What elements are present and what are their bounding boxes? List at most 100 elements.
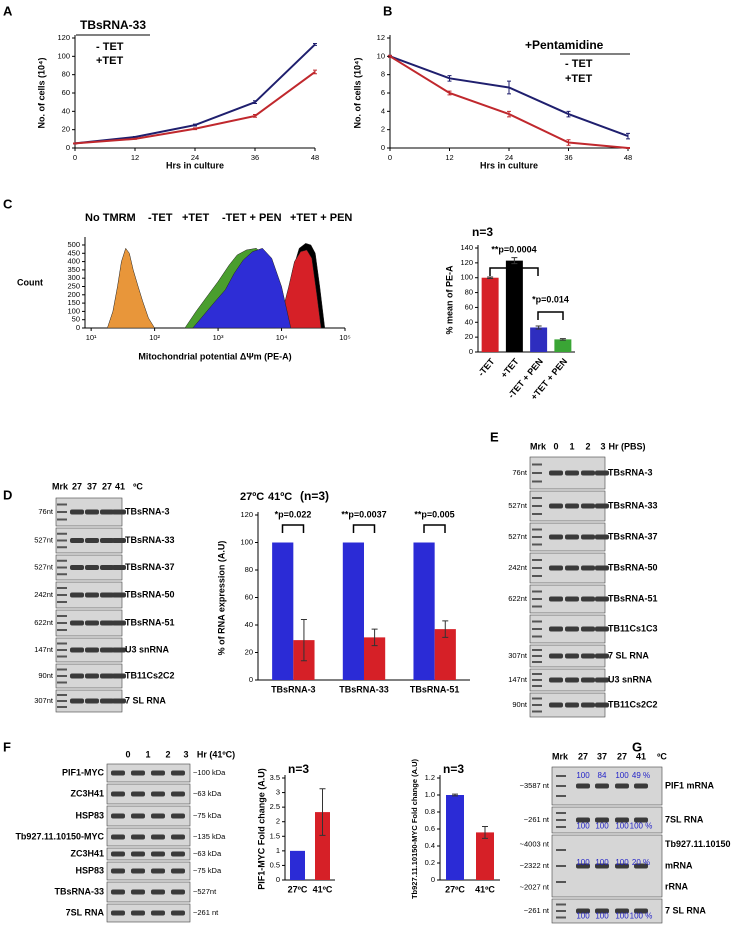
chart-title: (n=3) [300,489,329,503]
blot-value: 100 [576,911,590,920]
bracket [489,267,539,276]
blot [106,903,191,923]
x-tick-label: 12 [445,153,453,162]
error-bar [313,69,317,75]
band [100,647,114,653]
x-tick-label: 10³ [213,333,224,342]
panel-label: E [490,429,499,444]
marker-band [532,697,542,700]
y-tick-label: 6 [381,88,385,97]
band [111,910,125,916]
bar [413,542,435,680]
band [151,910,165,916]
y-tick-label: 0.2 [425,858,435,867]
band [595,863,609,869]
bar [315,812,330,880]
marker-band [57,700,67,702]
y-tick-label: 400 [67,257,80,266]
y-tick-label: 100 [57,51,70,60]
error-bar [566,110,571,118]
blot-left-label: ~3587 nt [520,781,550,790]
blot-right-label: TBsRNA-50 [608,562,658,572]
blot-left-label: 622nt [34,618,54,627]
blot-header: 27 [578,751,588,761]
y-tick-label: 80 [245,565,253,574]
band [131,770,145,776]
band [549,565,563,571]
blot-header: Mrk [530,441,547,451]
blot-right-label: ~135 kDa [193,832,226,841]
band [549,702,563,708]
band [595,653,609,659]
band [595,470,609,476]
chart-title: n=3 [288,762,309,776]
error-bar [507,80,511,95]
band [595,783,609,789]
blot-right-label: 7SL RNA [665,814,704,824]
blot-value: 49 % [632,771,650,780]
panel-label: G [632,739,642,754]
blot-header: 27 [617,751,627,761]
band [171,834,185,840]
marker-band [57,706,67,708]
blot-right-label: ~75 kDa [193,866,222,875]
band [565,596,579,602]
blot-left-label: ZC3H41 [70,848,104,858]
blot-header: Hr (41ºC) [197,749,235,759]
band [549,677,563,683]
bracket [281,524,305,533]
blot-header: 41 [115,481,125,491]
error-bar [319,788,326,836]
marker-band [556,910,566,912]
band [595,534,609,540]
legend-label: No TMRM [85,212,136,224]
band [112,565,126,570]
blot-right-label: ~527nt [193,887,217,896]
band [595,908,609,914]
y-axis-label: No. of cells (10⁴) [352,58,362,129]
x-tick-label: 27ºC [288,884,308,894]
legend-label: 27ºC [240,491,264,503]
error-bar [313,43,317,46]
blot-value: 100 % [630,821,653,830]
marker-band [532,655,542,657]
marker-band [57,566,67,569]
blot-left-label: 307nt [508,651,528,660]
marker-band [57,642,67,645]
blot-header: ºC [133,481,143,491]
band [595,596,609,602]
blot-right-label: 7 SL RNA [125,695,166,705]
chart-title: +Pentamidine [525,38,604,52]
blot-right-label: TBsRNA-3 [608,467,653,477]
blot-left-label: HSP83 [75,810,104,820]
blot-left-label: 147nt [34,645,54,654]
bar [272,542,294,680]
marker-band [57,539,67,542]
band [70,673,84,679]
blot-left-label: 242nt [508,563,528,572]
blot-header: Mrk [552,751,569,761]
blot-right-label: TBsRNA-3 [125,506,170,516]
band [151,851,165,857]
blot [106,763,191,783]
blot-right-label: ~75 kDa [193,811,222,820]
error-bar [626,132,630,140]
band [595,817,609,823]
marker-band [532,679,542,681]
blot-header: ºC [657,751,667,761]
band [171,770,185,776]
bar [434,629,456,680]
y-tick-label: 120 [57,33,70,42]
bar [554,339,572,352]
y-tick-label: 0 [469,347,473,356]
band [111,813,125,819]
blot-left-label: 7SL RNA [66,907,105,917]
band [171,910,185,916]
marker-band [532,598,542,600]
blot-left-label: PIF1-MYC [62,767,105,777]
band [565,503,579,509]
band [581,653,595,659]
marker-band [556,819,566,821]
legend-label: +TET [182,212,209,224]
band [549,626,563,632]
